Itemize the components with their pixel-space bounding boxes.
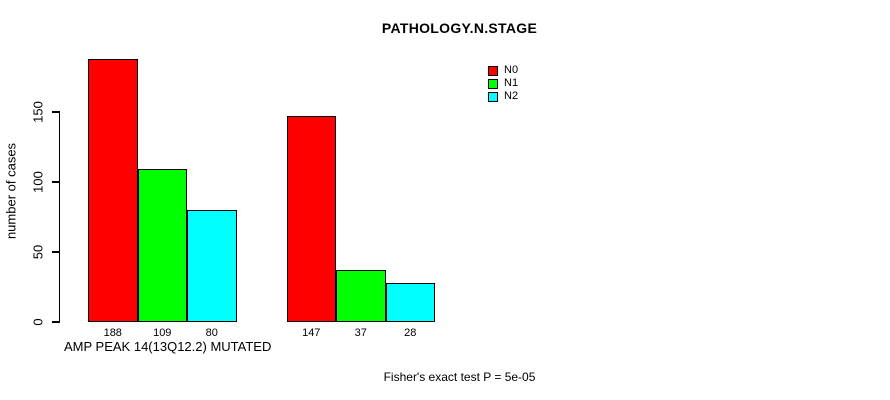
x-axis-label: AMP PEAK 14(13Q12.2) MUTATED bbox=[64, 339, 272, 354]
bar-n0-group1 bbox=[88, 58, 138, 322]
legend-label: N0 bbox=[504, 64, 519, 76]
chart-title: PATHOLOGY.N.STAGE bbox=[381, 20, 538, 36]
y-tick bbox=[52, 181, 59, 183]
bar-n0-group2 bbox=[286, 116, 336, 322]
y-tick bbox=[52, 251, 59, 253]
bar-n2-group2 bbox=[385, 282, 435, 322]
y-tick-label: 0 bbox=[30, 318, 45, 326]
y-tick-label: 100 bbox=[30, 171, 45, 193]
stat-annotation: Fisher's exact test P = 5e-05 bbox=[383, 370, 536, 384]
legend-row-n1: N1 bbox=[488, 77, 518, 90]
y-tick-label: 150 bbox=[30, 101, 45, 123]
bar-value-label: 109 bbox=[153, 327, 172, 339]
bar-n1-group2 bbox=[336, 270, 386, 322]
bar-value-label: 28 bbox=[404, 327, 417, 339]
y-tick-label: 50 bbox=[30, 244, 45, 260]
legend-row-n0: N0 bbox=[488, 64, 518, 77]
bar-value-label: 37 bbox=[354, 327, 367, 339]
y-axis-line bbox=[58, 111, 61, 323]
bar-value-label: 147 bbox=[302, 327, 321, 339]
bar-value-label: 80 bbox=[205, 327, 218, 339]
legend-swatch-n1 bbox=[488, 78, 498, 89]
legend-label: N2 bbox=[504, 90, 519, 102]
bar-n1-group1 bbox=[137, 169, 187, 322]
legend-label: N1 bbox=[504, 77, 519, 89]
legend-row-n2: N2 bbox=[488, 90, 518, 103]
legend: N0 N1 N2 bbox=[488, 64, 518, 103]
bar-value-label: 188 bbox=[103, 327, 122, 339]
legend-swatch-n0 bbox=[488, 65, 498, 76]
bar-n2-group1 bbox=[187, 210, 237, 322]
y-tick bbox=[52, 111, 59, 113]
y-tick bbox=[52, 321, 59, 323]
legend-swatch-n2 bbox=[488, 91, 498, 102]
y-axis-label: number of cases bbox=[3, 142, 19, 240]
